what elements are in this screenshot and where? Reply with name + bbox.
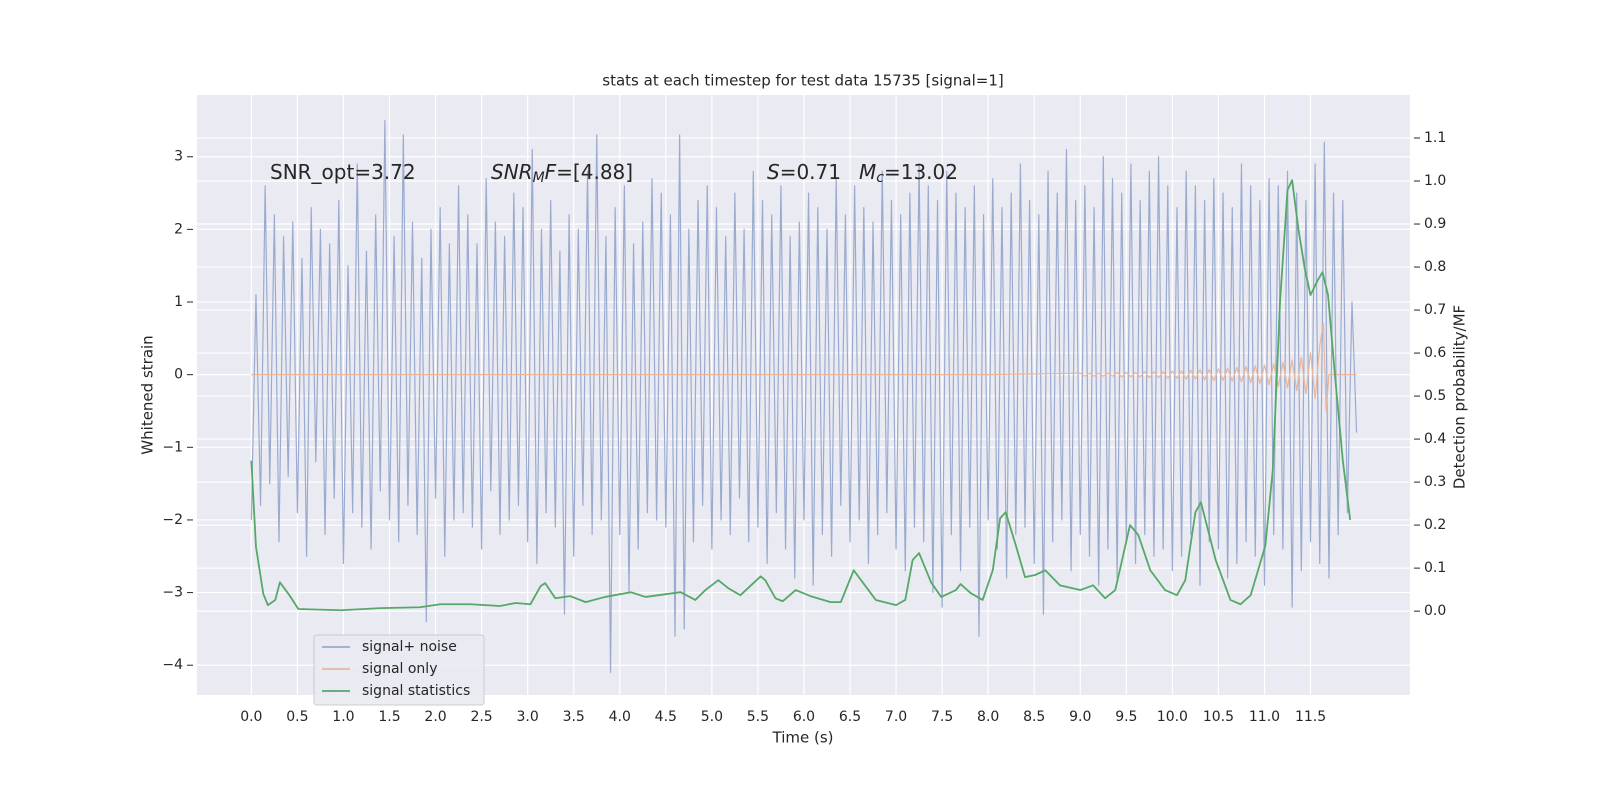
annotations: SNR_opt=3.72 SNRMF=[4.88] S=0.71 Mc=13.02	[270, 160, 958, 187]
y2-tick-label: 0.8	[1424, 259, 1446, 275]
x-tick-label: 1.0	[332, 709, 354, 725]
annotation-part: SNR_opt=3.72	[270, 160, 416, 184]
annotation-part: =[4.88]	[556, 160, 633, 184]
legend-box	[313, 634, 485, 706]
x-tick-label: 8.0	[977, 709, 999, 725]
x-tick-label: 10.0	[1157, 709, 1188, 725]
y2-tick-label: 0.5	[1424, 388, 1446, 404]
y-tick-label: −3	[162, 585, 183, 601]
annotation: SNR_opt=3.72	[270, 160, 416, 184]
annotation-part: F	[545, 160, 557, 184]
y-axis-label: Whitened strain	[139, 335, 157, 454]
x-tick-label: 10.5	[1203, 709, 1234, 725]
x-tick-label: 1.5	[378, 709, 400, 725]
y-tick-label: 3	[174, 149, 183, 165]
x-tick-label: 6.0	[793, 709, 815, 725]
legend-label: signal statistics	[362, 683, 470, 699]
y2-tick-label: 0.7	[1424, 302, 1446, 318]
annotation-part: c	[876, 170, 884, 186]
x-tick-label: 6.5	[839, 709, 861, 725]
annotation-part: SNR	[491, 160, 533, 184]
annotation: Mc=13.02	[859, 160, 958, 187]
series-line	[250, 179, 1352, 612]
annotation-part: M	[859, 160, 876, 184]
x-tick-label: 4.0	[609, 709, 631, 725]
x-tick-label: 4.5	[655, 709, 677, 725]
annotation-part: S	[767, 160, 780, 184]
x-tick-label: 2.5	[470, 709, 492, 725]
chart-title: stats at each timestep for test data 157…	[602, 72, 1003, 90]
y2-axis-label: Detection probability/MF	[1451, 305, 1469, 489]
x-tick-label: 11.5	[1295, 709, 1326, 725]
y-tick-label: 2	[174, 221, 183, 237]
annotation: S=0.71	[767, 160, 841, 184]
x-axis-label: Time (s)	[772, 729, 834, 747]
x-tick-label: 9.5	[1115, 709, 1137, 725]
annotation-part: =0.71	[780, 160, 841, 184]
y-tick-label: −1	[162, 439, 183, 455]
x-tick-label: 11.0	[1249, 709, 1280, 725]
x-tick-label: 7.5	[931, 709, 953, 725]
y2-tick-label: 0.2	[1424, 517, 1446, 533]
legend-label: signal+ noise	[362, 639, 457, 655]
y2-tick-label: 0.9	[1424, 216, 1446, 232]
y-tick-label: −2	[162, 512, 183, 528]
legend: signal+ noise signal only signal statistic…	[313, 634, 485, 706]
annotation: SNRMF=[4.88]	[491, 160, 633, 187]
y-tick-label: 1	[174, 294, 183, 310]
series-line	[251, 323, 1357, 412]
y2-tick-label: 1.0	[1424, 173, 1446, 189]
y-tick-label: −4	[162, 657, 183, 673]
x-tick-label: 7.0	[885, 709, 907, 725]
plot-lines	[250, 119, 1358, 674]
y2-tick-label: 0.4	[1424, 431, 1446, 447]
x-tick-label: 2.0	[424, 709, 446, 725]
x-tick-label: 5.0	[701, 709, 723, 725]
annotation-part: =13.02	[884, 160, 958, 184]
legend-label: signal only	[362, 661, 437, 677]
y2-tick-label: 0.1	[1424, 560, 1446, 576]
x-tick-label: 9.0	[1069, 709, 1091, 725]
y2-tick-label: 0.6	[1424, 345, 1446, 361]
y2-tick-label: 0.0	[1424, 603, 1446, 619]
x-tick-label: 3.0	[517, 709, 539, 725]
x-tick-label: 5.5	[747, 709, 769, 725]
x-tick-label: 8.5	[1023, 709, 1045, 725]
y2-tick-label: 0.3	[1424, 474, 1446, 490]
x-tick-label: 0.5	[286, 709, 308, 725]
y2-tick-label: 1.1	[1424, 130, 1446, 146]
annotation-part: M	[533, 170, 545, 186]
y-tick-label: 0	[174, 367, 183, 383]
x-tick-label: 0.0	[240, 709, 262, 725]
x-tick-label: 3.5	[563, 709, 585, 725]
series-line	[250, 119, 1358, 674]
axes: 0.0 0.5 1.0 1.5 2.0 2.5 3.0 3.5 4.0 4.5 5.0 5.5 6.0 6…	[162, 130, 1446, 725]
